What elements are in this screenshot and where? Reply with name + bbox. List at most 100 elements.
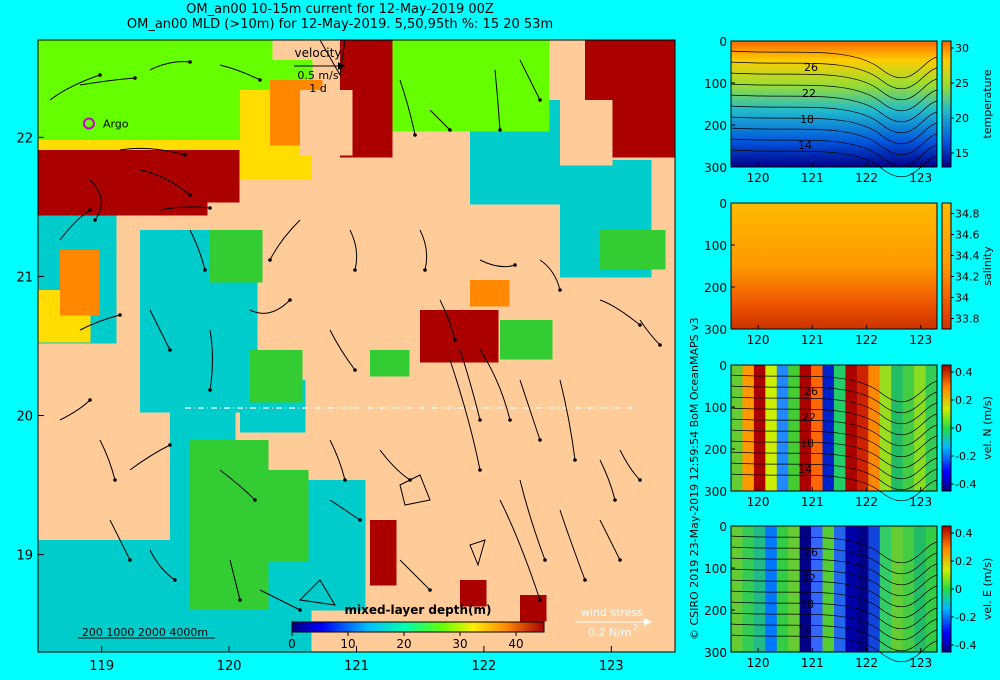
- mld-cell: [352, 545, 366, 559]
- mld-cell: [73, 289, 87, 303]
- mld-cell: [51, 592, 65, 606]
- mld-cell: [339, 129, 353, 143]
- mld-cell: [240, 142, 254, 156]
- mld-cell: [473, 580, 487, 594]
- mld-cell: [181, 189, 195, 203]
- section-y-tick-label: 0: [719, 197, 727, 211]
- mld-cell: [155, 92, 169, 106]
- mld-cell: [282, 509, 296, 523]
- credit-text: © CSIRO 2019 23-May-2019 12:59:54 BoM Oc…: [688, 317, 701, 640]
- mld-cell: [626, 256, 640, 270]
- mld-cell: [207, 118, 221, 132]
- section-stripe: [891, 365, 904, 491]
- mld-cell: [51, 644, 65, 652]
- mld-cell: [155, 579, 169, 593]
- mld-cell: [256, 548, 270, 562]
- mld-cell: [548, 126, 562, 140]
- section-stripe: [902, 365, 915, 491]
- section-y-tick-label: 0: [719, 520, 727, 534]
- mld-cell: [253, 129, 267, 143]
- mld-cell: [370, 520, 384, 534]
- mld-cell: [90, 605, 104, 619]
- mld-cell: [289, 376, 303, 390]
- current-vector-head: [498, 128, 502, 132]
- mld-colorbar-tick-label: 20: [396, 637, 411, 651]
- mld-cell: [129, 53, 143, 67]
- mld-cell: [526, 320, 540, 334]
- mld-cell: [432, 53, 446, 67]
- mld-cell: [586, 238, 600, 252]
- mld-cell: [86, 263, 100, 277]
- mld-cell: [272, 579, 286, 593]
- mld-cell: [38, 303, 52, 317]
- mld-cell: [626, 243, 640, 257]
- wind-key-exponent: 2: [633, 623, 638, 632]
- mld-cell: [292, 155, 306, 169]
- mld-cell: [497, 105, 511, 119]
- mld-cell: [272, 618, 286, 632]
- mld-cell: [90, 317, 104, 331]
- mld-cell: [263, 363, 277, 377]
- mld-cell: [216, 453, 230, 467]
- mld-cell: [243, 496, 257, 510]
- mld-cell: [77, 644, 91, 652]
- mld-cell: [168, 644, 182, 652]
- mld-cell: [51, 213, 65, 227]
- mld-cell: [433, 336, 447, 350]
- mld-cell: [142, 605, 156, 619]
- mld-cell: [282, 535, 296, 549]
- mld-cell: [223, 269, 237, 283]
- current-vector: [99, 439, 116, 481]
- mld-cell: [650, 53, 664, 67]
- mld-cell: [194, 618, 208, 632]
- mld-cell: [205, 360, 219, 374]
- mld-cell: [484, 92, 498, 106]
- mld-cell: [166, 269, 180, 283]
- mld-cell: [203, 583, 217, 597]
- mld-cell: [153, 334, 167, 348]
- section-stripe: [776, 365, 789, 491]
- mld-cell: [168, 579, 182, 593]
- mld-cell: [510, 40, 524, 54]
- map-y-tick-label: 22: [16, 131, 33, 146]
- mld-cell: [471, 92, 485, 106]
- isotherm-contour: [730, 429, 938, 458]
- section-colorbar-tick-label: 34.2: [955, 271, 980, 284]
- current-vector-head: [128, 558, 132, 562]
- mld-cell: [393, 66, 407, 80]
- mld-cell: [432, 118, 446, 132]
- mld-cell: [246, 79, 260, 93]
- mld-cell: [140, 386, 154, 400]
- mld-cell: [458, 53, 472, 67]
- map-x-tick-label: 120: [217, 659, 242, 674]
- section-y-tick-label: 100: [704, 77, 727, 91]
- mld-cell: [298, 631, 312, 645]
- mld-cell: [496, 191, 510, 205]
- section-y-tick-label: 200: [704, 443, 727, 457]
- mld-cell: [313, 90, 327, 104]
- mld-cell: [393, 79, 407, 93]
- mld-cell: [142, 644, 156, 652]
- mld-cell: [612, 160, 626, 174]
- mld-cell: [536, 79, 550, 93]
- mld-cell: [536, 105, 550, 119]
- section-x-tick-label: 122: [855, 333, 878, 347]
- mld-cell: [613, 230, 627, 244]
- argo-label: Argo: [103, 117, 129, 130]
- current-vector: [89, 179, 102, 221]
- mld-cell: [352, 493, 366, 507]
- section-y-tick-label: 100: [704, 401, 727, 415]
- mld-cell: [326, 142, 340, 156]
- mld-cell: [292, 419, 306, 433]
- mld-cell: [205, 386, 219, 400]
- mld-cell: [64, 202, 78, 216]
- mld-cell: [446, 310, 460, 324]
- mld-cell: [256, 470, 270, 484]
- mld-cell: [650, 105, 664, 119]
- mld-cell: [38, 53, 52, 67]
- mld-cell: [295, 535, 309, 549]
- mld-cell: [116, 118, 130, 132]
- mld-cell: [229, 440, 243, 454]
- section-x-tick-label: 121: [801, 171, 824, 185]
- current-vector: [639, 319, 661, 346]
